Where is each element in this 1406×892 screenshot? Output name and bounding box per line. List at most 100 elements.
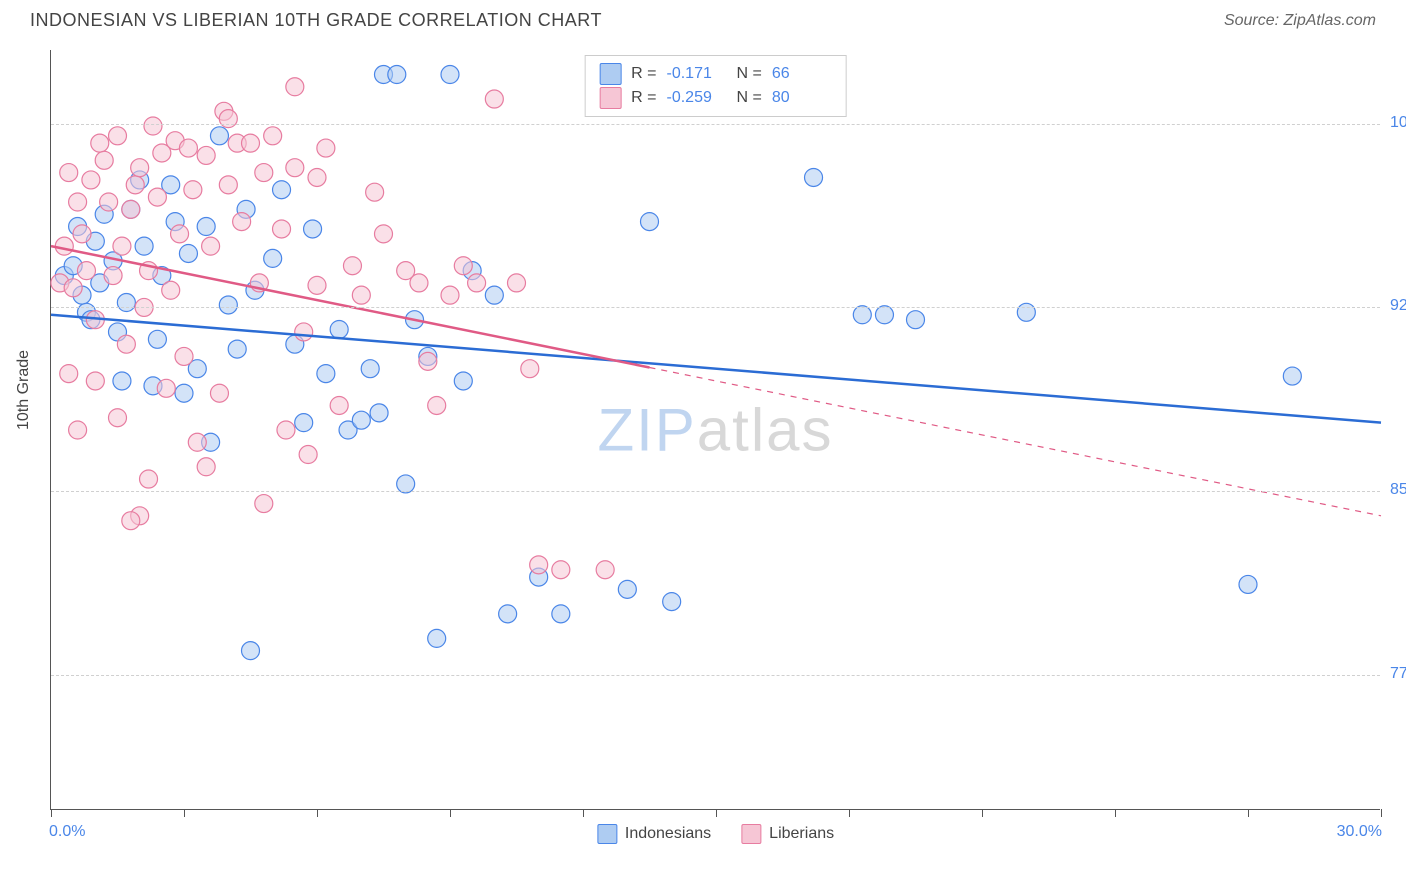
stats-r-value: -0.259 xyxy=(667,86,727,110)
scatter-point xyxy=(184,181,202,199)
scatter-point xyxy=(454,372,472,390)
scatter-point xyxy=(131,159,149,177)
legend-item: Liberians xyxy=(741,824,834,844)
scatter-point xyxy=(148,330,166,348)
scatter-point xyxy=(428,629,446,647)
scatter-point xyxy=(366,183,384,201)
scatter-point xyxy=(317,139,335,157)
stats-n-label: N = xyxy=(737,62,762,86)
scatter-point xyxy=(86,372,104,390)
scatter-point xyxy=(179,244,197,262)
scatter-point xyxy=(64,279,82,297)
scatter-point xyxy=(521,360,539,378)
scatter-point xyxy=(1283,367,1301,385)
scatter-point xyxy=(69,193,87,211)
scatter-point xyxy=(255,164,273,182)
scatter-point xyxy=(618,580,636,598)
scatter-point xyxy=(552,605,570,623)
legend-swatch-icon xyxy=(599,63,621,85)
scatter-point xyxy=(361,360,379,378)
legend-swatch-icon xyxy=(599,87,621,109)
scatter-point xyxy=(308,276,326,294)
scatter-point xyxy=(210,127,228,145)
scatter-point xyxy=(286,159,304,177)
x-tick xyxy=(982,809,983,817)
legend-item: Indonesians xyxy=(597,824,711,844)
scatter-point xyxy=(530,556,548,574)
scatter-point xyxy=(202,237,220,255)
scatter-point xyxy=(805,168,823,186)
scatter-point xyxy=(499,605,517,623)
scatter-point xyxy=(109,127,127,145)
scatter-point xyxy=(508,274,526,292)
legend-label: Indonesians xyxy=(625,825,711,843)
y-axis-label: 10th Grade xyxy=(15,350,33,430)
legend-swatch-icon xyxy=(741,824,761,844)
scatter-point xyxy=(60,365,78,383)
scatter-point xyxy=(428,396,446,414)
scatter-point xyxy=(330,320,348,338)
scatter-point xyxy=(388,66,406,84)
scatter-point xyxy=(370,404,388,422)
chart-title: INDONESIAN VS LIBERIAN 10TH GRADE CORREL… xyxy=(30,10,602,31)
scatter-point xyxy=(69,421,87,439)
scatter-point xyxy=(171,225,189,243)
scatter-point xyxy=(410,274,428,292)
legend-swatch-icon xyxy=(597,824,617,844)
scatter-point xyxy=(286,78,304,96)
scatter-point xyxy=(82,171,100,189)
scatter-point xyxy=(552,561,570,579)
scatter-point xyxy=(596,561,614,579)
scatter-point xyxy=(228,340,246,358)
scatter-point xyxy=(255,495,273,513)
scatter-point xyxy=(219,296,237,314)
grid-line xyxy=(51,675,1380,676)
trend-line-dashed xyxy=(650,367,1382,515)
scatter-point xyxy=(330,396,348,414)
scatter-point xyxy=(299,446,317,464)
scatter-point xyxy=(352,411,370,429)
scatter-point xyxy=(419,352,437,370)
scatter-point xyxy=(117,335,135,353)
scatter-point xyxy=(95,151,113,169)
scatter-point xyxy=(907,311,925,329)
scatter-point xyxy=(853,306,871,324)
scatter-point xyxy=(1239,575,1257,593)
stats-n-value: 80 xyxy=(772,86,832,110)
scatter-point xyxy=(109,409,127,427)
scatter-point xyxy=(468,274,486,292)
scatter-point xyxy=(641,213,659,231)
scatter-point xyxy=(663,593,681,611)
scatter-point xyxy=(210,384,228,402)
chart-plot-area: ZIPatlas R =-0.171N =66R =-0.259N =80 0.… xyxy=(50,50,1380,810)
scatter-point xyxy=(295,323,313,341)
scatter-point xyxy=(162,281,180,299)
scatter-point xyxy=(188,433,206,451)
y-tick-label: 85.0% xyxy=(1390,481,1406,499)
x-tick xyxy=(184,809,185,817)
scatter-point xyxy=(122,512,140,530)
scatter-point xyxy=(55,237,73,255)
scatter-point xyxy=(242,134,260,152)
grid-line xyxy=(51,124,1380,125)
x-tick xyxy=(1381,809,1382,817)
scatter-point xyxy=(233,213,251,231)
scatter-point xyxy=(242,642,260,660)
scatter-point xyxy=(117,294,135,312)
stats-row: R =-0.259N =80 xyxy=(599,86,832,110)
scatter-point xyxy=(126,176,144,194)
scatter-point xyxy=(197,146,215,164)
scatter-point xyxy=(219,110,237,128)
stats-n-label: N = xyxy=(737,86,762,110)
legend-label: Liberians xyxy=(769,825,834,843)
scatter-point xyxy=(122,200,140,218)
y-tick-label: 100.0% xyxy=(1390,114,1406,132)
scatter-svg xyxy=(51,50,1380,809)
chart-source: Source: ZipAtlas.com xyxy=(1224,12,1376,30)
grid-line xyxy=(51,491,1380,492)
chart-header: INDONESIAN VS LIBERIAN 10TH GRADE CORREL… xyxy=(0,0,1406,31)
trend-line-solid xyxy=(51,315,1381,423)
scatter-point xyxy=(135,237,153,255)
scatter-point xyxy=(264,127,282,145)
y-tick-label: 77.5% xyxy=(1390,665,1406,683)
